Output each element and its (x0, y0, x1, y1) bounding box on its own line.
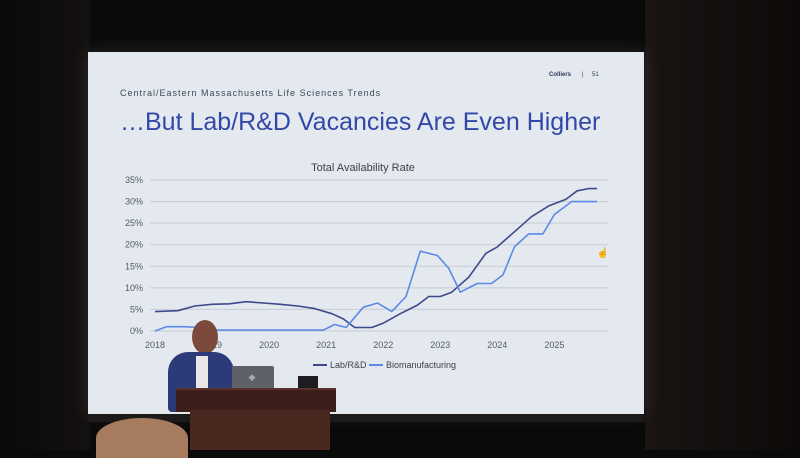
x-tick-label: 2024 (487, 340, 507, 350)
x-tick-label: 2020 (259, 340, 279, 350)
slide-title: …But Lab/R&D Vacancies Are Even Higher (120, 108, 601, 136)
laptop-logo-icon: ◆ (248, 372, 256, 382)
x-tick-label: 2025 (544, 340, 564, 350)
x-tick-label: 2021 (316, 340, 336, 350)
x-tick-label: 2023 (430, 340, 450, 350)
series-line-lab-r-d (154, 187, 598, 329)
slide-page-number: 51 (592, 72, 599, 78)
y-tick-label: 0% (130, 326, 143, 336)
legend-label: Lab/R&D (330, 360, 367, 370)
speaker-head (192, 320, 218, 354)
audience-member-head (96, 418, 188, 458)
cursor-hand-icon: ☝ (597, 246, 609, 259)
podium-top (176, 388, 336, 412)
podium (190, 410, 330, 450)
chart-legend: Lab/R&D Biomanufacturing (313, 360, 456, 370)
x-tick-label: 2022 (373, 340, 393, 350)
y-axis-ticks: 0% 5% 10% 15% 20% 25% 30% 35% (125, 175, 143, 336)
header-separator: | (582, 72, 584, 78)
x-tick-label: 2018 (145, 340, 165, 350)
room-left-dark (0, 0, 90, 450)
brand-logo: Colliers (549, 72, 572, 78)
chart-gridlines (150, 179, 608, 332)
legend-label: Biomanufacturing (386, 360, 456, 370)
y-tick-label: 5% (130, 304, 143, 314)
series-line-biomanufacturing (154, 200, 598, 332)
second-laptop (298, 376, 318, 388)
screen-frame-bottom (88, 414, 644, 422)
y-tick-label: 35% (125, 175, 143, 185)
slide-subtitle: Central/Eastern Massachusetts Life Scien… (120, 88, 382, 98)
y-tick-label: 10% (125, 283, 143, 293)
chart-series-lines (154, 187, 598, 332)
laptop (232, 366, 274, 390)
y-tick-label: 25% (125, 218, 143, 228)
speaker-shirt (196, 356, 208, 390)
y-tick-label: 30% (125, 197, 143, 207)
y-tick-label: 20% (125, 240, 143, 250)
chart-title: Total Availability Rate (311, 162, 415, 174)
y-tick-label: 15% (125, 261, 143, 271)
svg-text:☝: ☝ (597, 246, 609, 259)
room-right-dark (645, 0, 800, 450)
